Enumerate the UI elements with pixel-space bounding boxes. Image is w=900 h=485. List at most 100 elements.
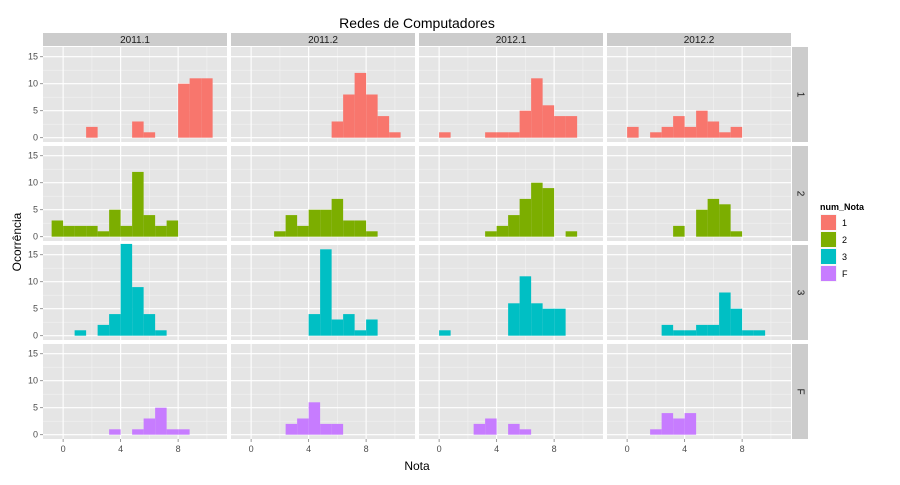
- y-tick-label: 5: [33, 403, 38, 413]
- histogram-bar: [285, 215, 298, 237]
- histogram-bar: [673, 225, 685, 237]
- histogram-bar: [343, 220, 355, 237]
- histogram-bar: [661, 126, 674, 138]
- chart-title: Redes de Computadores: [339, 15, 495, 31]
- x-tick-label: 4: [306, 444, 311, 454]
- histogram-bar: [366, 94, 378, 138]
- histogram-bar: [178, 429, 190, 435]
- y-tick-label: 0: [33, 430, 38, 440]
- histogram-bar: [51, 220, 64, 237]
- x-tick-label: 4: [118, 444, 123, 454]
- histogram-bar: [531, 182, 543, 237]
- legend-label: 1: [842, 218, 847, 228]
- histogram-bar: [132, 171, 144, 237]
- histogram-bar: [377, 116, 390, 138]
- y-tick-label: 0: [33, 331, 38, 341]
- col-strip-label: 2012.2: [684, 35, 715, 46]
- y-tick-label: 10: [28, 178, 38, 188]
- y-tick-label: 15: [28, 52, 38, 62]
- histogram-bar: [661, 413, 674, 435]
- histogram-bar: [297, 225, 309, 237]
- histogram-bar: [554, 116, 566, 138]
- histogram-bar: [331, 423, 344, 435]
- histogram-bar: [132, 121, 144, 138]
- y-tick-label: 5: [33, 106, 38, 116]
- histogram-bar: [565, 231, 578, 237]
- histogram-bar: [354, 72, 367, 138]
- row-strip-3: [792, 245, 808, 340]
- histogram-bar: [143, 215, 156, 237]
- legend-title: num_Nota: [820, 202, 865, 212]
- histogram-bar: [684, 330, 697, 336]
- histogram-bar: [650, 132, 662, 138]
- histogram-bar: [320, 423, 332, 435]
- y-tick-label: 15: [28, 250, 38, 260]
- col-strip-label: 2011.2: [308, 35, 338, 46]
- panel-F-2011.2: [231, 344, 415, 439]
- y-tick-label: 0: [33, 232, 38, 242]
- panel-F-2011.1: [43, 344, 227, 439]
- histogram-bar: [178, 83, 190, 138]
- histogram-bar: [439, 330, 451, 336]
- histogram-bar: [143, 132, 156, 138]
- histogram-bar: [508, 303, 520, 336]
- histogram-bar: [696, 324, 708, 336]
- histogram-bar: [97, 324, 110, 336]
- histogram-bar: [285, 423, 298, 435]
- histogram-bar: [331, 121, 344, 138]
- histogram-bar: [542, 105, 555, 138]
- histogram-bar: [496, 132, 509, 138]
- row-strip-F: [792, 344, 808, 439]
- histogram-bar: [320, 209, 332, 237]
- histogram-bar: [354, 220, 367, 237]
- histogram-bar: [63, 225, 75, 237]
- row-strip-label: 1: [795, 92, 806, 98]
- histogram-bar: [308, 314, 321, 336]
- col-strip-2011.2: [231, 33, 415, 46]
- col-strip-2012.1: [419, 33, 603, 46]
- histogram-bar: [155, 407, 167, 435]
- y-tick-label: 15: [28, 349, 38, 359]
- histogram-bar: [86, 126, 98, 138]
- histogram-bar: [650, 429, 662, 435]
- histogram-bar: [519, 276, 532, 336]
- legend-swatch: [821, 232, 836, 247]
- histogram-bar: [519, 110, 532, 138]
- histogram-bar: [109, 429, 121, 435]
- histogram-bar: [74, 225, 87, 237]
- histogram-bar: [707, 121, 720, 138]
- x-tick-label: 0: [61, 444, 66, 454]
- histogram-bar: [707, 198, 720, 237]
- y-tick-label: 10: [28, 79, 38, 89]
- histogram-bar: [143, 418, 156, 435]
- histogram-bar: [189, 78, 202, 138]
- histogram-bar: [120, 243, 133, 336]
- histogram-bar: [696, 110, 708, 138]
- col-strip-label: 2012.1: [496, 35, 527, 46]
- histogram-bar: [120, 225, 133, 237]
- y-tick-label: 5: [33, 304, 38, 314]
- histogram-bar: [485, 231, 497, 237]
- histogram-bar: [166, 429, 179, 435]
- row-strip-label: 3: [795, 290, 806, 296]
- panel-F-2012.2: [607, 344, 791, 439]
- histogram-bar: [707, 324, 720, 336]
- histogram-bar: [730, 231, 743, 237]
- histogram-bar: [627, 126, 639, 138]
- histogram-bar: [343, 94, 355, 138]
- histogram-bar: [519, 429, 532, 435]
- histogram-bar: [132, 287, 144, 336]
- histogram-bar: [155, 225, 167, 237]
- histogram-bar: [753, 330, 766, 336]
- histogram-bar: [109, 314, 121, 336]
- legend-swatch: [821, 266, 836, 281]
- histogram-bar: [719, 292, 731, 336]
- histogram-bar: [166, 220, 179, 237]
- panel-background: [231, 344, 415, 439]
- histogram-bar: [673, 116, 685, 138]
- histogram-bar: [508, 423, 520, 435]
- row-strip-1: [792, 47, 808, 142]
- histogram-bar: [673, 330, 685, 336]
- x-tick-label: 8: [740, 444, 745, 454]
